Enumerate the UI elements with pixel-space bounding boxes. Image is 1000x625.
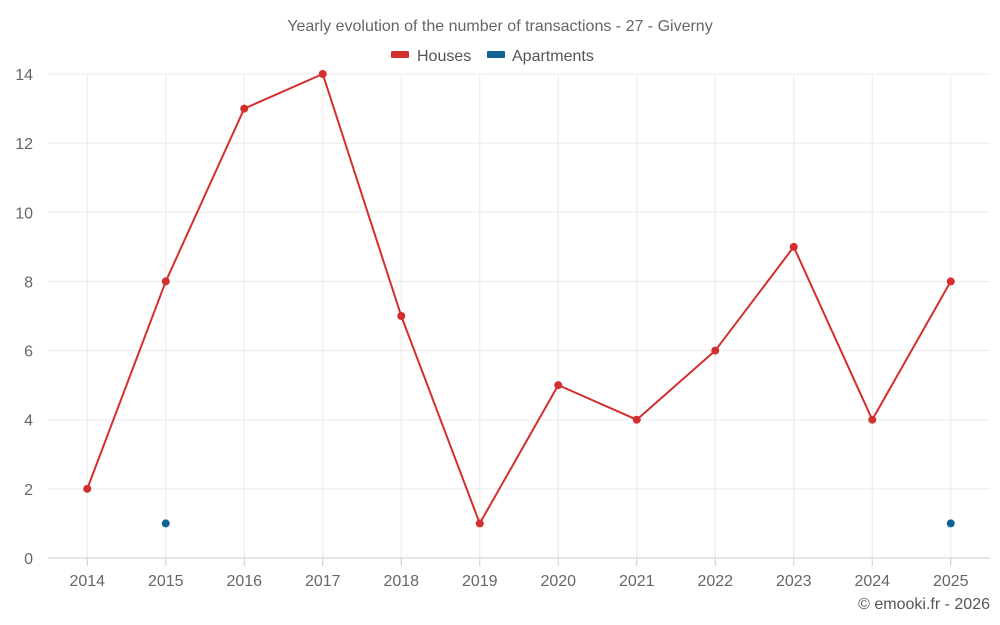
data-point-houses[interactable] xyxy=(397,312,406,320)
legend-swatch-apartments xyxy=(487,51,505,58)
data-point-apartments[interactable] xyxy=(161,519,170,528)
legend: Houses Apartments xyxy=(391,48,594,65)
x-tick-label: 2015 xyxy=(148,573,184,590)
data-point-houses[interactable] xyxy=(632,415,641,424)
series-points xyxy=(83,70,955,528)
y-tick-label: 0 xyxy=(24,551,33,568)
x-tick-label: 2018 xyxy=(383,573,419,590)
x-tick-label: 2014 xyxy=(69,573,105,590)
y-tick-label: 6 xyxy=(24,344,33,361)
data-point-houses[interactable] xyxy=(240,104,249,113)
y-tick-label: 12 xyxy=(15,136,33,153)
y-tick-label: 4 xyxy=(24,413,33,430)
x-tick-label: 2021 xyxy=(619,573,655,590)
data-point-houses[interactable] xyxy=(161,277,170,286)
y-tick-label: 14 xyxy=(15,67,33,84)
x-tick-label: 2017 xyxy=(305,573,341,590)
data-point-houses[interactable] xyxy=(868,415,877,424)
y-tick-label: 2 xyxy=(24,482,33,499)
data-point-houses[interactable] xyxy=(83,484,92,493)
legend-label-apartments: Apartments xyxy=(512,48,594,65)
y-tick-label: 8 xyxy=(24,274,33,291)
series-lines xyxy=(86,73,952,525)
x-axis-ticks: 2014 2015 2016 2017 2018 2019 2020 2021 2022 2023… xyxy=(69,558,969,590)
data-point-houses[interactable] xyxy=(475,519,484,528)
legend-swatch-houses xyxy=(391,51,409,58)
x-tick-label: 2024 xyxy=(854,573,890,590)
x-tick-label: 2020 xyxy=(540,573,576,590)
data-point-houses[interactable] xyxy=(318,70,327,78)
y-tick-label: 10 xyxy=(15,205,33,222)
chart-title: Yearly evolution of the number of transa… xyxy=(287,18,712,35)
data-point-houses[interactable] xyxy=(711,346,720,355)
y-axis-ticks: 0 2 4 6 8 10 12 14 xyxy=(15,67,33,568)
data-point-houses[interactable] xyxy=(554,381,563,390)
x-tick-label: 2023 xyxy=(776,573,812,590)
data-point-houses[interactable] xyxy=(789,242,798,251)
series-line-houses xyxy=(86,73,952,525)
x-tick-label: 2025 xyxy=(933,573,969,590)
data-point-apartments[interactable] xyxy=(946,519,955,528)
x-tick-label: 2016 xyxy=(226,573,262,590)
legend-label-houses: Houses xyxy=(417,48,471,65)
x-tick-label: 2019 xyxy=(462,573,498,590)
credit-text: © emooki.fr - 2026 xyxy=(858,596,990,613)
gridlines xyxy=(48,73,990,558)
x-tick-label: 2022 xyxy=(697,573,733,590)
data-point-houses[interactable] xyxy=(946,277,955,286)
